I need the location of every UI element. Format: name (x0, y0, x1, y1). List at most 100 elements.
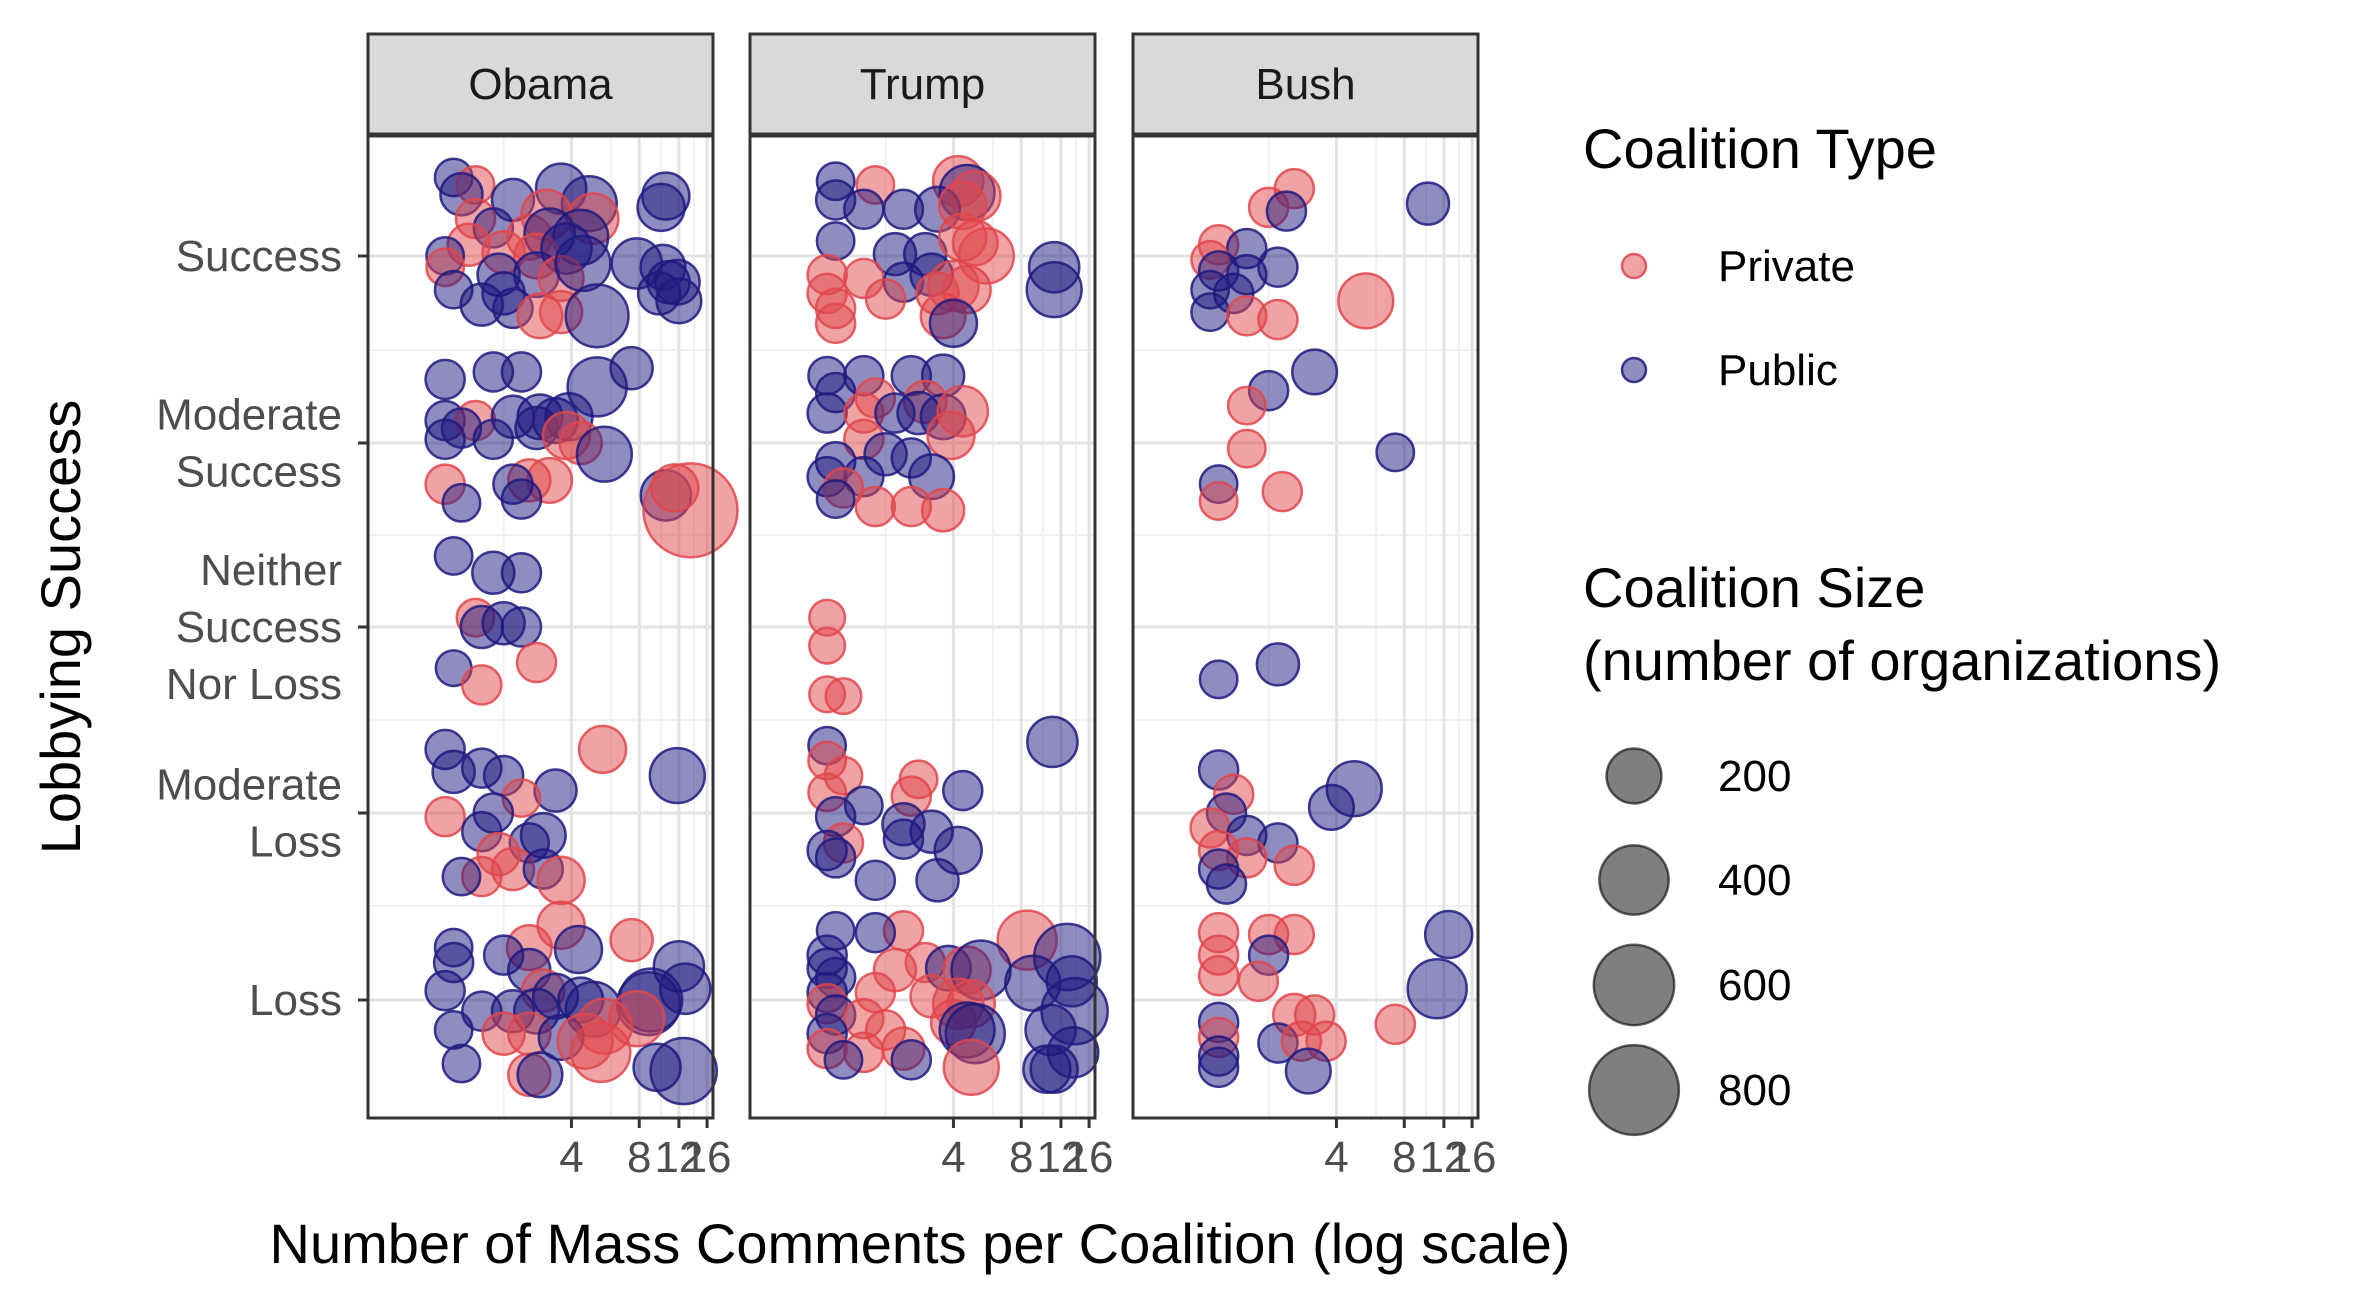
data-point-private (1197, 954, 1240, 997)
legend-label: 400 (1718, 856, 1791, 905)
data-point-public (433, 535, 474, 576)
y-tick-label: Success (176, 232, 342, 281)
data-point-private (1226, 428, 1267, 469)
data-point-public (500, 478, 543, 520)
legend-label: Public (1718, 346, 1838, 395)
legend-size-key (1598, 844, 1670, 916)
facet-title: Obama (468, 60, 613, 109)
legend-size-key (1592, 943, 1676, 1027)
facet-title: Trump (860, 60, 986, 109)
x-tick-label: 4 (1324, 1133, 1348, 1182)
data-point-private (864, 278, 907, 320)
data-point-public (1205, 863, 1248, 905)
data-point-private (609, 917, 654, 963)
data-point-public (1291, 348, 1339, 396)
data-point-private (854, 485, 897, 528)
data-point-private (926, 410, 976, 461)
data-point-public (1375, 432, 1416, 473)
data-point-private (460, 664, 503, 706)
data-point-public (441, 856, 482, 897)
data-point-public (472, 418, 515, 461)
facet-strip-trump (748, 32, 1097, 136)
data-point-public (842, 188, 885, 231)
data-point-public (1307, 783, 1356, 831)
data-point-public (915, 858, 960, 903)
data-point-public (1284, 1047, 1332, 1095)
y-tick-label: Moderate (156, 391, 342, 440)
legend-size-key (1587, 1043, 1681, 1137)
data-point-public (1406, 958, 1468, 1020)
legend-size-title-line1: Coalition Size (1583, 556, 1925, 619)
legend-label: Private (1718, 242, 1855, 291)
data-point-public (564, 283, 630, 349)
facet-strip-obama (366, 32, 715, 136)
data-point-public (815, 221, 856, 262)
data-point-private (1226, 385, 1267, 426)
x-tick-label: 16 (1065, 1133, 1114, 1182)
y-tick-label: Moderate (156, 761, 342, 810)
x-tick-label: 12 (654, 1133, 703, 1182)
legend-label: 800 (1718, 1066, 1791, 1115)
data-point-public (441, 482, 482, 523)
data-point-public (815, 479, 856, 520)
data-point-public (1265, 190, 1308, 232)
data-point-private (1257, 298, 1299, 341)
data-point-public (554, 234, 612, 293)
data-point-private (570, 1021, 632, 1084)
data-point-private (642, 462, 739, 559)
data-point-public (441, 1043, 482, 1084)
data-point-public (1029, 1044, 1079, 1094)
x-tick-label: 16 (1448, 1133, 1497, 1182)
data-point-public (424, 969, 466, 1012)
data-point-public (433, 1009, 474, 1050)
data-point-public (609, 345, 654, 391)
data-point-private (536, 855, 586, 906)
data-point-public (575, 425, 634, 483)
y-axis-title: Lobbying Success (29, 400, 92, 855)
data-point-public (636, 182, 686, 233)
data-point-public (553, 924, 604, 975)
data-point-private (515, 641, 558, 684)
data-point-public (1423, 909, 1474, 960)
data-point-private (808, 626, 847, 665)
data-point-public (649, 1036, 719, 1106)
panel-border (1131, 134, 1480, 1120)
legend-label: 600 (1718, 961, 1791, 1010)
y-tick-label: Success (176, 603, 342, 652)
data-point-public (1190, 292, 1231, 333)
facet-strip-bush (1131, 32, 1480, 136)
legend-size-title-line2: (number of organizations) (1583, 629, 2221, 692)
data-point-public (882, 818, 925, 860)
panel-border (748, 134, 1097, 1120)
data-point-public (500, 551, 543, 594)
legend-color-title: Coalition Type (1583, 117, 1937, 180)
data-point-private (1374, 1003, 1417, 1046)
data-point-public (806, 392, 848, 434)
data-point-public (854, 859, 897, 902)
data-point-public (823, 1039, 864, 1080)
data-point-public (941, 769, 984, 812)
data-point-public (1198, 659, 1239, 700)
y-tick-label: Success (176, 448, 342, 497)
data-point-private (814, 302, 857, 345)
x-tick-label: 8 (1009, 1133, 1033, 1182)
data-point-private (577, 724, 628, 775)
legend-key-public (1620, 356, 1648, 384)
legend-label: 200 (1718, 752, 1791, 801)
data-point-private (1273, 844, 1316, 887)
data-point-public (500, 606, 543, 648)
data-point-public (424, 418, 466, 461)
x-axis-title: Number of Mass Comments per Coalition (l… (270, 1212, 1571, 1275)
data-point-public (1255, 642, 1301, 687)
x-tick-label: 12 (1036, 1133, 1085, 1182)
data-point-public (814, 837, 857, 879)
data-point-private (1198, 480, 1239, 521)
data-point-public (1405, 181, 1451, 226)
data-point-private (1337, 272, 1395, 330)
data-point-private (1237, 960, 1280, 1003)
data-point-public (516, 1051, 564, 1099)
data-point-private (424, 795, 466, 838)
data-point-public (431, 749, 476, 795)
data-point-private (1261, 470, 1304, 513)
